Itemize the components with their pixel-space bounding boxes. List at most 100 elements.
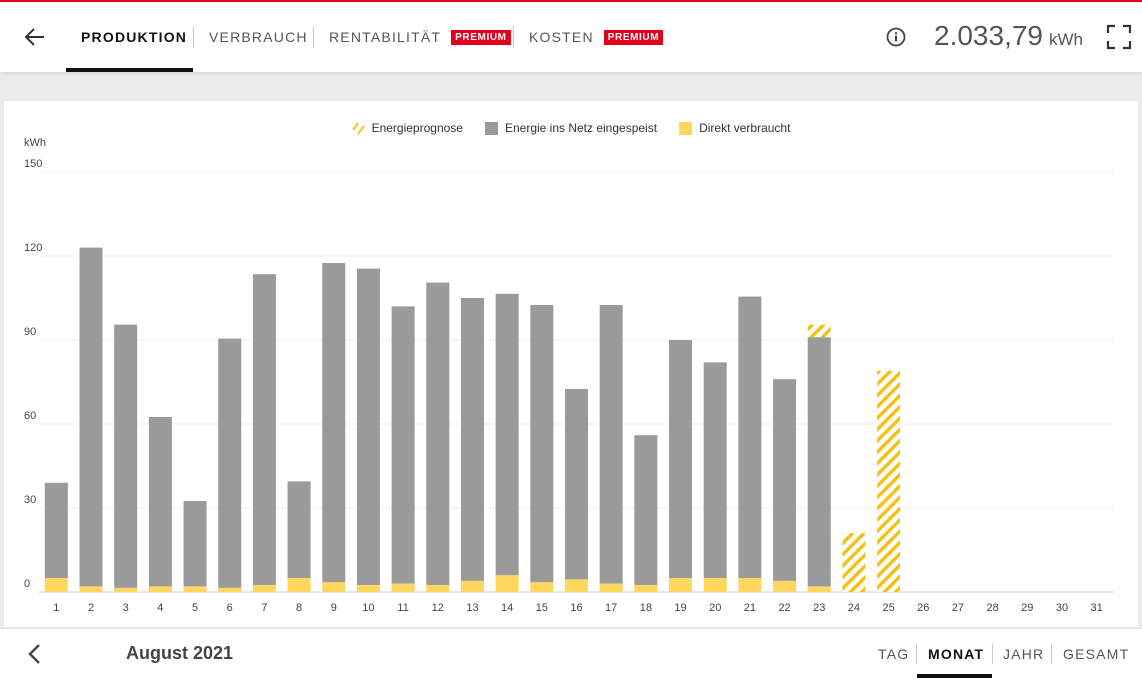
range-separator [916,644,917,664]
x-tick-label: 27 [952,602,964,614]
bar-direct-consumption [426,585,450,592]
bar-direct-consumption [599,583,623,592]
x-tick-label: 31 [1091,602,1103,614]
tab-label: PRODUKTION [81,29,188,45]
x-tick-label: 23 [813,602,825,614]
bar-grid-feed-in [322,263,346,583]
tab-rentabilitaet[interactable]: RENTABILITÄT PREMIUM [329,2,511,72]
bar-grid-feed-in [183,501,207,587]
grid-swatch [484,121,498,135]
x-tick-label: 26 [917,602,929,614]
bar-grid-feed-in [807,337,831,587]
bar-grid-feed-in [218,338,242,588]
legend-item-direct[interactable]: Direkt verbraucht [679,120,790,136]
tab-separator [513,26,514,48]
bar-grid-feed-in [426,282,450,585]
range-jahr[interactable]: JAHR [1003,629,1044,678]
premium-badge: PREMIUM [451,29,511,45]
bar-forecast [807,324,831,338]
x-tick-label: 9 [331,602,337,614]
back-button[interactable] [20,22,50,52]
range-label: JAHR [1003,645,1045,662]
bar-grid-feed-in [79,247,103,587]
x-tick-label: 28 [987,602,999,614]
x-tick-label: 21 [744,602,756,614]
bar-grid-feed-in [391,306,415,584]
y-tick-label: 30 [24,494,36,506]
bar-direct-consumption [79,586,103,592]
bar-grid-feed-in [356,268,380,585]
header-bar: PRODUKTION VERBRAUCH RENTABILITÄT PREMIU… [0,2,1142,72]
y-axis-unit-label: kWh [24,137,46,149]
x-tick-label: 4 [157,602,163,614]
bar-direct-consumption [460,580,484,592]
chevron-left-icon [28,644,40,664]
y-tick-label: 0 [24,578,30,590]
bar-grid-feed-in [669,340,693,578]
bar-grid-feed-in [44,482,68,578]
range-gesamt[interactable]: GESAMT [1063,629,1129,678]
bar-grid-feed-in [738,296,762,578]
legend-label: Direkt verbraucht [699,121,791,135]
tab-label: RENTABILITÄT [329,29,442,45]
fullscreen-button[interactable] [1106,24,1132,50]
x-tick-label: 10 [362,602,374,614]
bar-grid-feed-in [114,324,138,588]
fullscreen-icon [1106,24,1132,50]
x-tick-label: 7 [261,602,267,614]
active-tab-underline [66,68,193,72]
range-label: MONAT [928,645,985,662]
bar-direct-consumption [634,585,658,592]
x-tick-label: 2 [88,602,94,614]
total-unit: kWh [1049,30,1083,49]
x-tick-label: 25 [882,602,894,614]
tab-label: VERBRAUCH [209,29,308,45]
bar-direct-consumption [703,578,727,592]
x-tick-label: 29 [1021,602,1033,614]
tab-label: KOSTEN [529,29,594,45]
footer-bar: August 2021 TAG MONAT JAHR GESAMT [0,628,1142,682]
range-separator [992,644,993,664]
bar-direct-consumption [148,586,172,592]
previous-period-button[interactable] [22,641,48,667]
total-value: 2.033,79 [934,20,1043,51]
x-tick-label: 3 [123,602,129,614]
x-tick-label: 20 [709,602,721,614]
x-tick-label: 18 [640,602,652,614]
range-monat[interactable]: MONAT [928,629,984,678]
x-tick-label: 1 [53,602,59,614]
x-tick-label: 12 [432,602,444,614]
legend-item-grid[interactable]: Energie ins Netz eingespeist [484,120,658,136]
y-tick-label: 120 [24,242,42,254]
bar-grid-feed-in [634,435,658,585]
brand-top-line [0,0,1142,2]
forecast-swatch-icon [351,121,365,135]
legend-item-forecast[interactable]: Energieprognose [351,120,463,136]
period-label: August 2021 [126,643,234,663]
x-tick-label: 24 [848,602,860,614]
bar-direct-consumption [530,582,554,592]
y-tick-label: 90 [24,326,36,338]
x-tick-label: 19 [674,602,686,614]
arrow-left-icon [25,28,44,46]
bar-direct-consumption [356,585,380,592]
range-separator [1051,644,1052,664]
bar-grid-feed-in [148,417,172,587]
bar-direct-consumption [807,586,831,592]
info-button[interactable] [885,26,907,48]
bar-forecast [877,370,901,592]
tab-kosten[interactable]: KOSTEN PREMIUM [529,2,664,72]
range-label: TAG [878,645,910,662]
bar-grid-feed-in [530,305,554,583]
x-tick-label: 30 [1056,602,1068,614]
tab-verbrauch[interactable]: VERBRAUCH [209,2,308,72]
y-tick-label: 60 [24,410,36,422]
range-label: GESAMT [1063,645,1130,662]
bar-direct-consumption [565,579,588,592]
legend-label: Energie ins Netz eingespeist [504,121,658,135]
bar-direct-consumption [391,583,415,592]
tab-produktion[interactable]: PRODUKTION [81,2,187,72]
bar-grid-feed-in [495,293,519,576]
range-tag[interactable]: TAG [878,629,909,678]
